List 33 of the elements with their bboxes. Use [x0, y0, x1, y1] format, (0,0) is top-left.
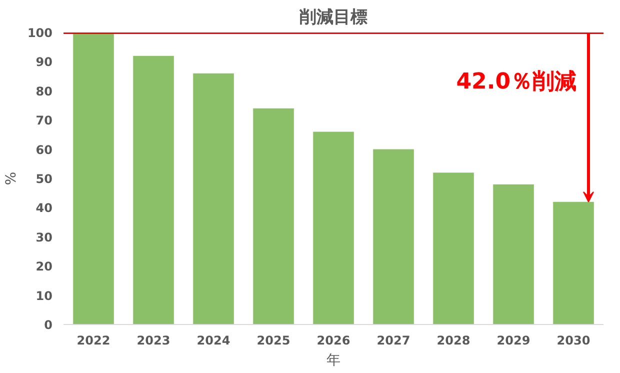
- y-tick-label: 40: [36, 201, 53, 216]
- y-tick-label: 50: [36, 172, 53, 186]
- y-tick-label: 0: [44, 318, 53, 332]
- bar: [373, 149, 414, 324]
- y-tick-label: 90: [36, 55, 53, 70]
- bar: [193, 73, 234, 324]
- annotation: 42.0％削減: [456, 70, 576, 95]
- bar: [73, 32, 114, 324]
- x-tick-label: 2030: [556, 334, 590, 348]
- bar: [133, 56, 174, 324]
- x-tick-label: 2023: [136, 334, 170, 348]
- bar: [553, 202, 594, 324]
- x-tick-label: 2028: [436, 334, 470, 348]
- x-tick-label: 2025: [256, 334, 290, 348]
- bar: [433, 172, 474, 324]
- chart-title: 削減目標: [298, 8, 368, 28]
- y-tick-label: 20: [36, 260, 53, 274]
- y-tick-label: 10: [36, 288, 53, 303]
- bar: [313, 132, 354, 324]
- x-tick-label: 2029: [496, 334, 530, 348]
- x-tick-label: 2024: [196, 334, 230, 348]
- bar: [253, 108, 294, 324]
- y-tick-label: 80: [36, 84, 53, 98]
- x-tick-label: 2026: [316, 334, 350, 348]
- bar: [493, 184, 534, 324]
- y-tick-label: 100: [27, 26, 53, 40]
- y-tick-label: 60: [36, 142, 53, 157]
- y-tick-label: 70: [36, 114, 53, 128]
- x-tick-label: 2022: [76, 334, 110, 348]
- y-axis-title: %: [3, 172, 20, 186]
- x-tick-label: 2027: [376, 334, 410, 348]
- x-axis-title: 年: [326, 352, 340, 368]
- y-tick-label: 30: [36, 230, 53, 244]
